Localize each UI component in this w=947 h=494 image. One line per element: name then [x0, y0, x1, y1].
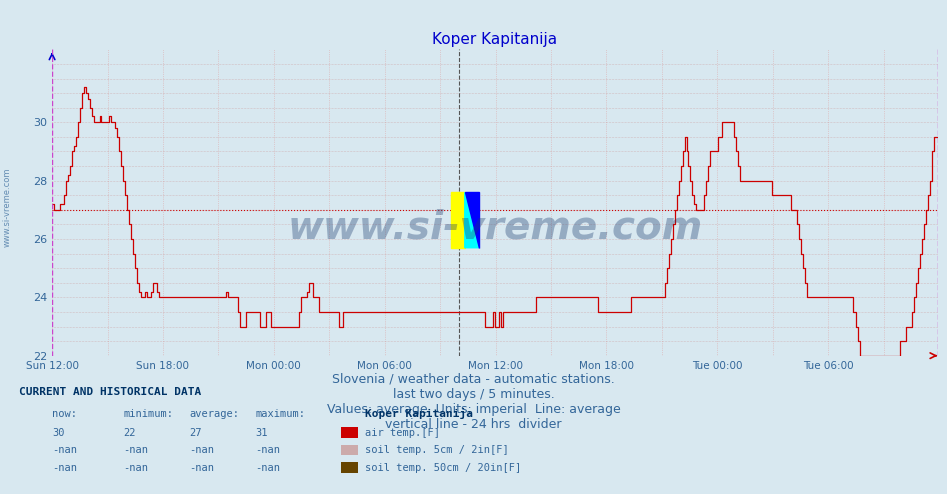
Text: -nan: -nan	[52, 446, 77, 455]
Text: Koper Kapitanija: Koper Kapitanija	[365, 409, 473, 419]
Text: www.si-vreme.com: www.si-vreme.com	[3, 168, 12, 247]
Text: -nan: -nan	[256, 446, 280, 455]
Text: -nan: -nan	[52, 463, 77, 473]
Text: now:: now:	[52, 410, 77, 419]
Polygon shape	[465, 192, 478, 248]
Text: 27: 27	[189, 428, 202, 438]
Text: CURRENT AND HISTORICAL DATA: CURRENT AND HISTORICAL DATA	[19, 387, 201, 397]
Text: -nan: -nan	[123, 463, 148, 473]
Text: Slovenia / weather data - automatic stations.
last two days / 5 minutes.
Values:: Slovenia / weather data - automatic stat…	[327, 373, 620, 431]
Polygon shape	[451, 192, 465, 248]
Text: -nan: -nan	[123, 446, 148, 455]
Text: -nan: -nan	[189, 463, 214, 473]
Text: 30: 30	[52, 428, 64, 438]
Polygon shape	[465, 192, 478, 248]
Text: soil temp. 5cm / 2in[F]: soil temp. 5cm / 2in[F]	[365, 446, 509, 455]
Text: soil temp. 50cm / 20in[F]: soil temp. 50cm / 20in[F]	[365, 463, 521, 473]
Text: air temp.[F]: air temp.[F]	[365, 428, 439, 438]
Text: -nan: -nan	[189, 446, 214, 455]
Text: 22: 22	[123, 428, 135, 438]
Text: -nan: -nan	[256, 463, 280, 473]
Text: minimum:: minimum:	[123, 410, 173, 419]
Text: average:: average:	[189, 410, 240, 419]
Text: maximum:: maximum:	[256, 410, 306, 419]
Text: www.si-vreme.com: www.si-vreme.com	[287, 208, 703, 246]
Title: Koper Kapitanija: Koper Kapitanija	[432, 32, 558, 47]
Text: 31: 31	[256, 428, 268, 438]
